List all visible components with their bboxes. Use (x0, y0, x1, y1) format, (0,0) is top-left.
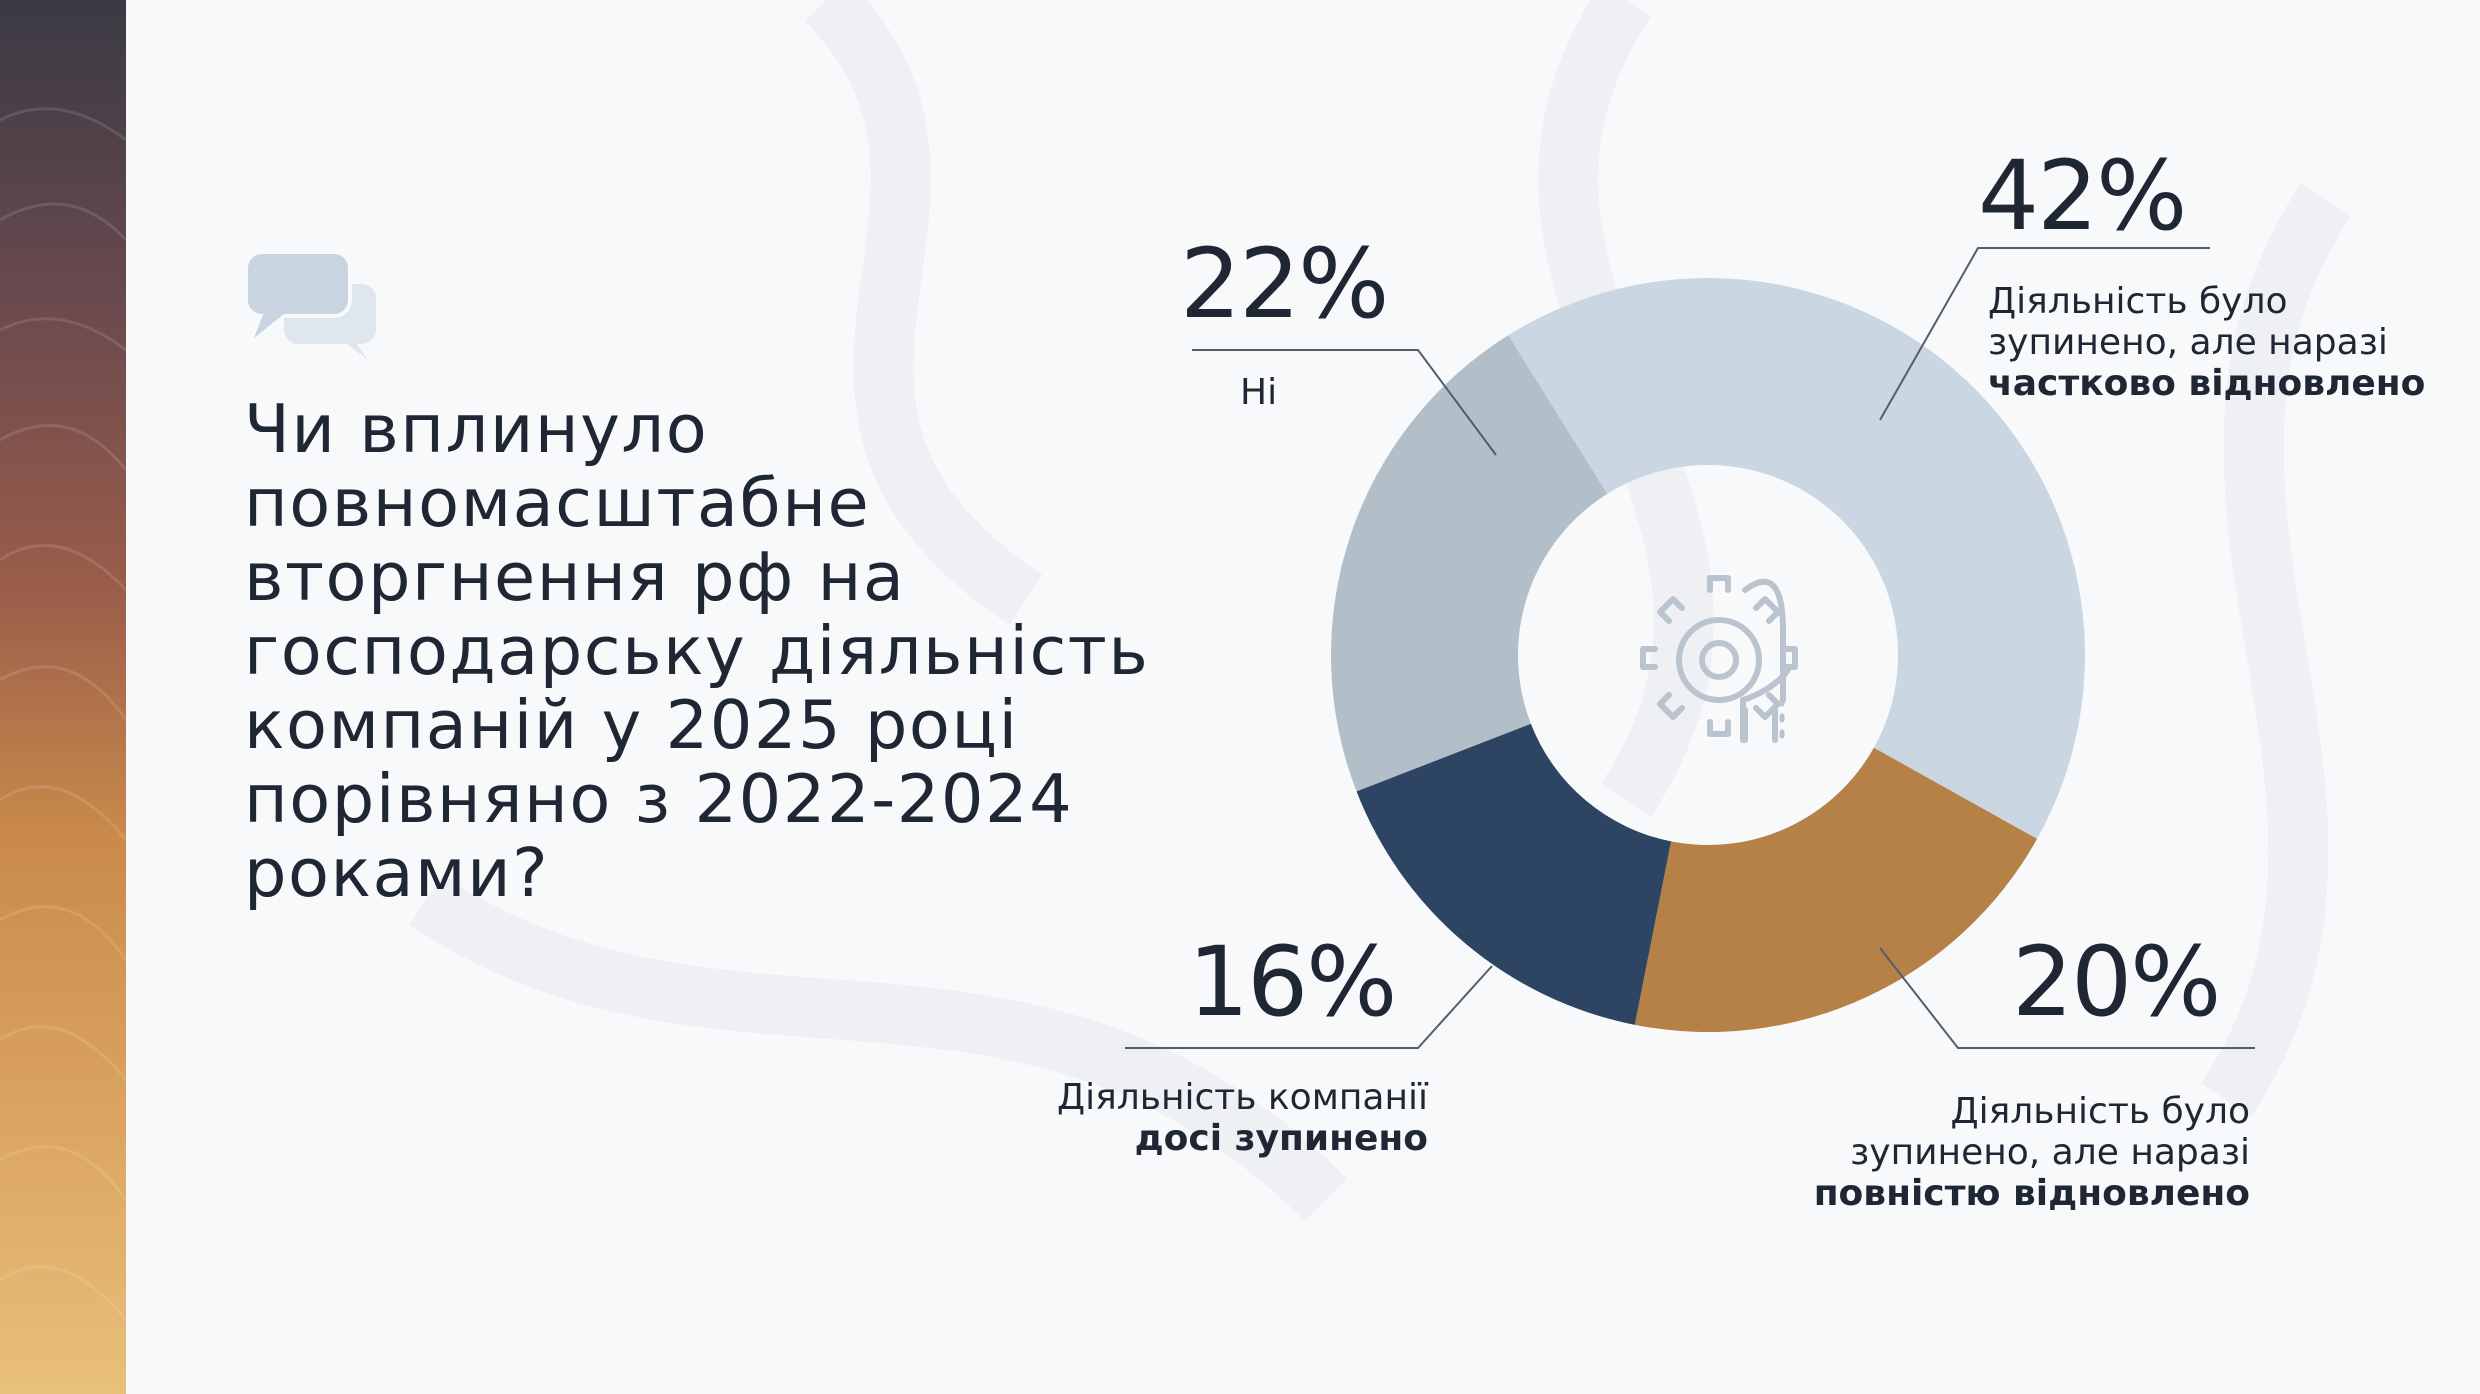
slice-partially-restored (1508, 277, 2085, 839)
slice-label-still-stopped: Діяльність компанії досі зупинено (1000, 1077, 1428, 1159)
leader-line-42 (1879, 247, 2210, 421)
gear-head-icon (1640, 575, 1798, 743)
label-bold-20: повністю відновлено (1813, 1173, 2250, 1214)
leader-line-22 (1192, 349, 1497, 456)
leader-lines (1125, 247, 2255, 1049)
label-plain-20: Діяльність було зупинено, але наразі (1850, 1091, 2250, 1173)
label-plain-16: Діяльність компанії (1056, 1077, 1428, 1118)
pct-label-20: 20% (2012, 926, 2221, 1038)
leader-line-20 (1879, 947, 2255, 1049)
slice-still-stopped (1356, 723, 1672, 1025)
pct-label-42: 42% (1978, 140, 2187, 252)
pct-label-22: 22% (1180, 228, 1389, 340)
survey-question: Чи вплинуло повномасштабне вторгнення рф… (244, 390, 1150, 912)
stripe-waves (0, 107, 126, 1321)
slice-no (1331, 335, 1608, 792)
side-gradient-stripe (0, 0, 126, 1394)
label-plain-42: Діяльність було зупинено, але наразі (1988, 281, 2388, 363)
slice-label-no: Ні (1240, 372, 1278, 413)
chat-bubbles-icon (244, 250, 376, 360)
slice-label-partially-restored: Діяльність було зупинено, але наразі час… (1988, 281, 2448, 404)
leader-line-16 (1125, 965, 1493, 1049)
slice-label-fully-restored: Діяльність було зупинено, але наразі пов… (1780, 1091, 2250, 1214)
pct-label-16: 16% (1188, 926, 1397, 1038)
label-bold-16: досі зупинено (1134, 1118, 1428, 1159)
label-bold-42: частково відновлено (1988, 363, 2426, 404)
slice-fully-restored (1634, 747, 2038, 1032)
